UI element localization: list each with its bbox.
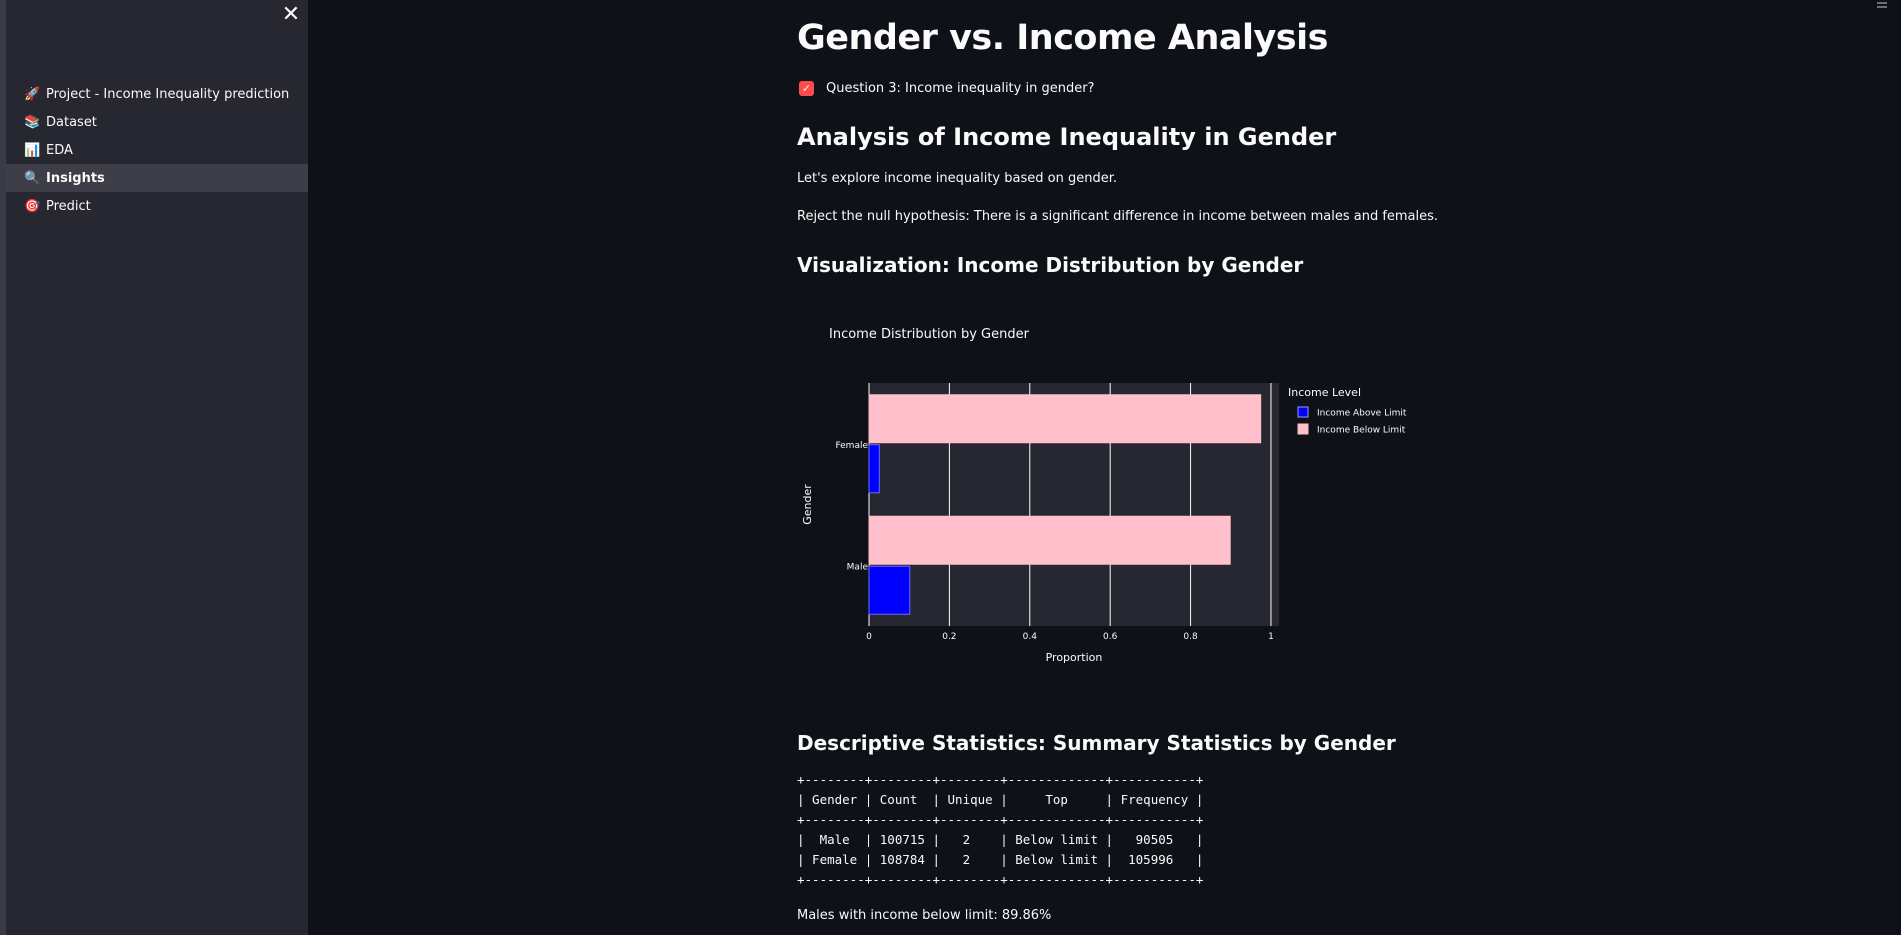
income-chart[interactable]: Income Distribution by Gender 0 0.2 0.4 0.6 0… xyxy=(797,310,1437,680)
sidebar-nav: 🚀 Project - Income Inequality prediction 📚… xyxy=(6,80,308,220)
checkbox-checked-icon[interactable]: ✓ xyxy=(799,81,814,96)
page-title: Gender vs. Income Analysis xyxy=(797,18,1328,58)
checkbox-label: Question 3: Income inequality in gender? xyxy=(826,81,1095,96)
sidebar-item-label: Insights xyxy=(46,170,105,186)
section-heading: Analysis of Income Inequality in Gender xyxy=(797,123,1337,151)
y-axis-label: Gender xyxy=(801,484,814,525)
visualization-heading: Visualization: Income Distribution by Ge… xyxy=(797,253,1304,277)
window-edge xyxy=(0,0,6,935)
target-icon: 🎯 xyxy=(24,198,41,214)
bar-income-above-limit-female xyxy=(868,444,880,494)
x-axis-label: Proportion xyxy=(1046,651,1103,664)
x-tick-label: 1 xyxy=(1268,632,1274,642)
x-tick-label: 0.8 xyxy=(1183,632,1198,642)
sidebar-item-dataset[interactable]: 📚 Dataset xyxy=(6,108,308,136)
stats-table: +--------+--------+--------+------------… xyxy=(797,772,1204,887)
x-tick-label: 0 xyxy=(866,632,872,642)
sidebar-item-label: Dataset xyxy=(46,114,97,130)
x-tick-label: 0.2 xyxy=(942,632,956,642)
menu-icon[interactable] xyxy=(1877,0,1887,14)
rocket-icon: 🚀 xyxy=(24,86,41,102)
x-tick-label: 0.4 xyxy=(1023,632,1038,642)
sidebar-item-predict[interactable]: 🎯 Predict xyxy=(6,192,308,220)
y-tick-label: Male xyxy=(847,562,869,572)
bar-chart-icon: 📊 xyxy=(24,142,41,158)
bar-income-below-limit-male xyxy=(868,515,1231,565)
summary-line: Males with income below limit: 89.86% xyxy=(797,908,1052,923)
sidebar-item-label: Project - Income Inequality prediction xyxy=(46,86,290,102)
intro-paragraph: Let's explore income inequality based on… xyxy=(797,171,1117,186)
y-tick-label: Female xyxy=(835,441,868,451)
sidebar-item-label: EDA xyxy=(46,142,73,158)
legend-swatch xyxy=(1297,423,1309,435)
x-tick-label: 0.6 xyxy=(1103,632,1118,642)
chart-svg: Income Distribution by Gender 0 0.2 0.4 0.6 0… xyxy=(801,327,1407,664)
bar-income-above-limit-male xyxy=(868,565,911,615)
legend-label: Income Above Limit xyxy=(1317,409,1407,419)
sidebar-item-insights[interactable]: 🔍 Insights xyxy=(6,164,308,192)
sidebar: ✕ 🚀 Project - Income Inequality predictio… xyxy=(6,0,308,935)
question-checkbox[interactable]: ✓ Question 3: Income inequality in gende… xyxy=(799,81,1094,96)
magnifier-icon: 🔍 xyxy=(24,170,41,186)
sidebar-item-label: Predict xyxy=(46,198,91,214)
legend-label: Income Below Limit xyxy=(1317,426,1406,436)
stats-heading: Descriptive Statistics: Summary Statisti… xyxy=(797,731,1396,755)
books-icon: 📚 xyxy=(24,114,41,130)
legend-title: Income Level xyxy=(1288,386,1361,399)
hypothesis-paragraph: Reject the null hypothesis: There is a s… xyxy=(797,209,1439,224)
sidebar-item-project-income-inequality-prediction[interactable]: 🚀 Project - Income Inequality prediction xyxy=(6,80,308,108)
close-icon[interactable]: ✕ xyxy=(281,2,301,27)
bar-income-below-limit-female xyxy=(868,394,1262,444)
chart-title: Income Distribution by Gender xyxy=(829,327,1030,342)
sidebar-item-eda[interactable]: 📊 EDA xyxy=(6,136,308,164)
legend-swatch xyxy=(1297,406,1309,418)
